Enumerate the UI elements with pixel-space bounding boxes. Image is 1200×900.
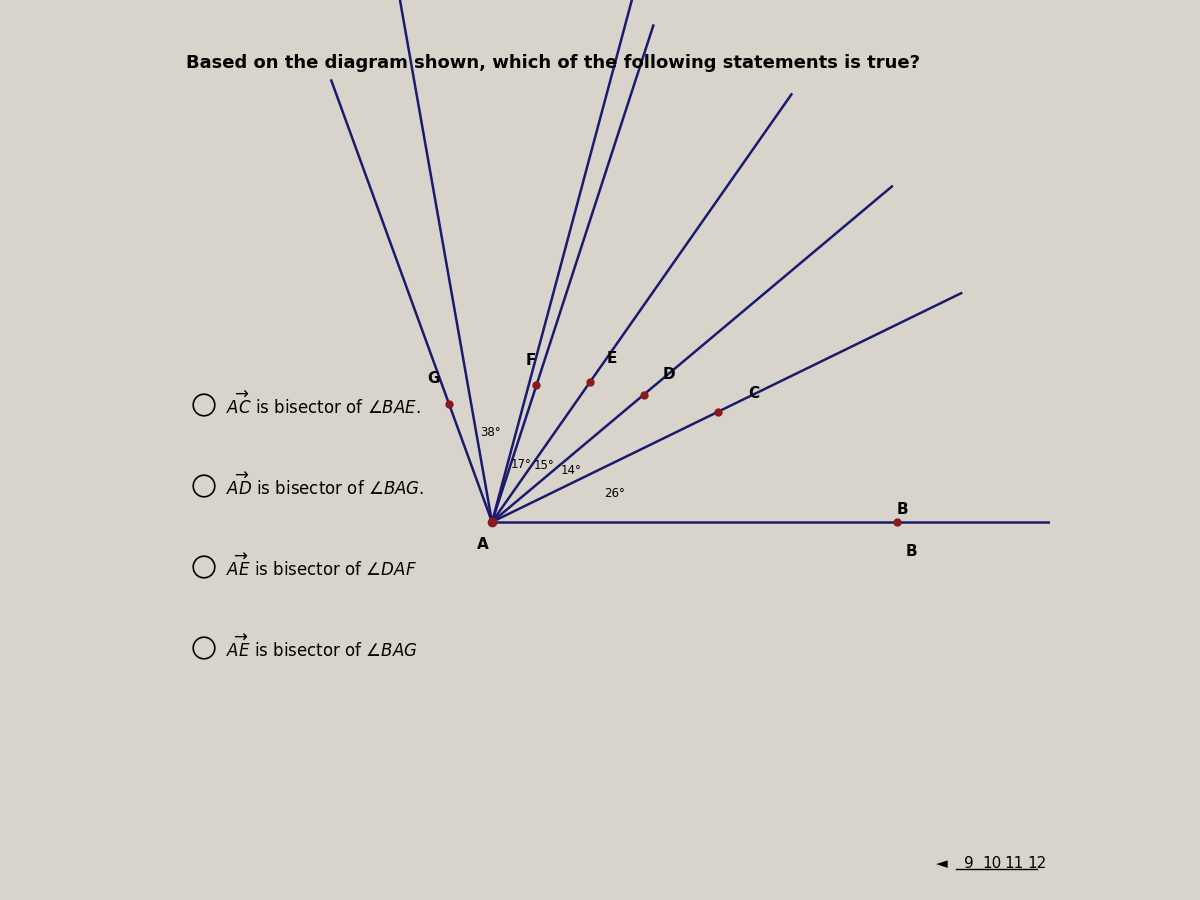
Text: 15°: 15° xyxy=(533,459,554,472)
Text: $\overrightarrow{AD}$ is bisector of $\angle BAG.$: $\overrightarrow{AD}$ is bisector of $\a… xyxy=(227,472,425,500)
Text: B: B xyxy=(898,502,908,518)
Text: 11: 11 xyxy=(1004,857,1024,871)
Text: B: B xyxy=(906,544,918,560)
Text: C: C xyxy=(749,386,760,401)
Text: 14°: 14° xyxy=(560,464,582,477)
Text: D: D xyxy=(664,366,676,382)
Text: $\overrightarrow{AE}$ is bisector of $\angle DAF$: $\overrightarrow{AE}$ is bisector of $\a… xyxy=(227,554,418,580)
Text: 17°: 17° xyxy=(510,457,532,471)
Text: F: F xyxy=(526,353,536,368)
Text: Based on the diagram shown, which of the following statements is true?: Based on the diagram shown, which of the… xyxy=(186,54,920,72)
Text: ◄: ◄ xyxy=(936,857,948,871)
Text: 38°: 38° xyxy=(480,426,500,438)
Text: E: E xyxy=(607,351,617,366)
Text: $\overrightarrow{AE}$ is bisector of $\angle BAG$: $\overrightarrow{AE}$ is bisector of $\a… xyxy=(227,634,418,662)
Text: A: A xyxy=(478,537,488,552)
Text: $\overrightarrow{AC}$ is bisector of $\angle BAE.$: $\overrightarrow{AC}$ is bisector of $\a… xyxy=(227,392,421,418)
Text: 10: 10 xyxy=(982,857,1001,871)
Text: 9: 9 xyxy=(964,857,974,871)
Text: 12: 12 xyxy=(1027,857,1046,871)
Text: G: G xyxy=(427,372,439,386)
Text: 26°: 26° xyxy=(605,487,625,500)
